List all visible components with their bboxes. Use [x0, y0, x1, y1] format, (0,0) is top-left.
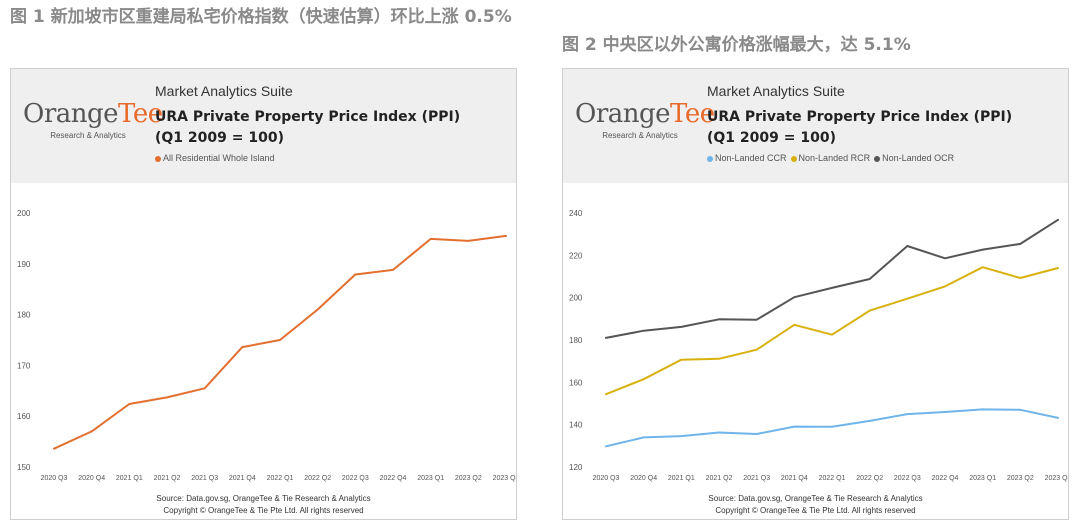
x-tick-label: 2023 Q2 — [455, 475, 482, 482]
y-tick-label: 190 — [17, 260, 31, 269]
logo-text-2: Tee — [118, 99, 163, 129]
legend-label: Non-Landed RCR — [798, 153, 871, 163]
legend-marker — [155, 155, 161, 162]
y-tick-label: 200 — [569, 294, 583, 303]
chart-legend: Non-Landed CCR Non-Landed RCR Non-Landed O… — [707, 153, 958, 163]
x-tick-label: 2022 Q2 — [856, 475, 883, 482]
orangetee-logo: OrangeTee Research & Analytics — [23, 99, 163, 140]
y-tick-label: 160 — [569, 378, 583, 387]
y-tick-label: 120 — [569, 463, 583, 472]
series-line-all-residential-whole-island — [53, 234, 507, 450]
logo-subtitle: Research & Analytics — [50, 131, 126, 140]
y-tick-label: 140 — [569, 421, 583, 430]
x-tick-label: 2021 Q3 — [191, 475, 218, 482]
series-line-non-landed-ccr — [605, 408, 1059, 448]
legend-item-non-landed-rcr: Non-Landed RCR — [790, 153, 871, 163]
chart-title-main: URA Private Property Price Index (PPI) — [155, 109, 461, 125]
chart-title-sub: (Q1 2009 = 100) — [155, 130, 284, 146]
x-tick-label: 2022 Q4 — [932, 475, 959, 482]
figure-2-title: 图 2 中央区以外公寓价格涨幅最大，达 5.1% — [562, 35, 911, 55]
legend-marker — [707, 155, 713, 162]
x-tick-label: 2023 Q3 — [493, 475, 516, 482]
chart-legend: All Residential Whole Island — [155, 153, 279, 163]
chart-source: Source: Data.gov.sg, OrangeTee & Tie Res… — [708, 494, 923, 503]
legend-item-non-landed-ccr: Non-Landed CCR — [707, 153, 787, 163]
chart-panel-1: OrangeTee Research & Analytics Market An… — [10, 68, 517, 520]
x-tick-label: 2022 Q2 — [304, 475, 331, 482]
legend-label: Non-Landed CCR — [715, 153, 787, 163]
x-tick-label: 2020 Q3 — [41, 475, 68, 482]
orangetee-logo: OrangeTee Research & Analytics — [575, 99, 715, 140]
chart-header: OrangeTee Research & Analytics Market An… — [563, 69, 1068, 183]
chart-title-main: URA Private Property Price Index (PPI) — [707, 109, 1013, 125]
suite-name: Market Analytics Suite — [707, 83, 845, 99]
chart-title: URA Private Property Price Index (PPI) (… — [707, 107, 1012, 149]
x-tick-label: 2020 Q4 — [630, 475, 657, 482]
y-tick-label: 200 — [17, 209, 31, 218]
chart-panel-2: OrangeTee Research & Analytics Market An… — [562, 68, 1069, 520]
y-tick-label: 160 — [17, 412, 31, 421]
x-tick-label: 2022 Q3 — [894, 475, 921, 482]
legend-label: Non-Landed OCR — [882, 153, 955, 163]
y-tick-label: 170 — [17, 361, 31, 370]
chart-plot-2: 120 140 160 180 200 220 240 2020 Q3 2020 Q4 2021 … — [569, 209, 1068, 482]
x-tick-label: 2021 Q4 — [781, 475, 808, 482]
x-tick-label: 2023 Q3 — [1045, 475, 1068, 482]
chart-plot-1: 150 160 170 180 190 200 2020 Q3 2020 Q4 2021 Q1 2… — [17, 209, 516, 482]
chart-copyright: Copyright © OrangeTee & Tie Pte Ltd. All… — [163, 506, 364, 515]
chart-copyright: Copyright © OrangeTee & Tie Pte Ltd. All… — [715, 506, 916, 515]
x-tick-label: 2021 Q2 — [154, 475, 181, 482]
chart-title-sub: (Q1 2009 = 100) — [707, 130, 836, 146]
figure-1-title: 图 1 新加坡市区重建局私宅价格指数（快速估算）环比上涨 0.5% — [10, 7, 512, 27]
x-tick-label: 2023 Q2 — [1007, 475, 1034, 482]
chart-header: OrangeTee Research & Analytics Market An… — [11, 69, 516, 183]
legend-marker — [874, 155, 881, 162]
series-line-non-landed-ocr — [605, 218, 1059, 339]
x-tick-label: 2022 Q1 — [267, 475, 294, 482]
logo-text-1: Orange — [23, 99, 119, 129]
x-tick-label: 2023 Q1 — [969, 475, 996, 482]
logo-subtitle: Research & Analytics — [602, 131, 678, 140]
chart-title: URA Private Property Price Index (PPI) (… — [155, 107, 460, 149]
y-tick-label: 220 — [569, 251, 583, 260]
x-tick-label: 2022 Q3 — [342, 475, 369, 482]
legend-marker — [790, 155, 797, 162]
x-tick-label: 2023 Q1 — [417, 475, 444, 482]
x-tick-label: 2020 Q4 — [78, 475, 105, 482]
x-tick-label: 2021 Q1 — [668, 475, 695, 482]
chart-source: Source: Data.gov.sg, OrangeTee & Tie Res… — [156, 494, 371, 503]
x-tick-label: 2021 Q2 — [706, 475, 733, 482]
logo-text-1: Orange — [575, 99, 671, 129]
y-tick-label: 240 — [569, 209, 583, 218]
x-tick-label: 2021 Q4 — [229, 475, 256, 482]
legend-item-all-residential-whole-island: All Residential Whole Island — [155, 153, 275, 163]
x-tick-label: 2022 Q4 — [380, 475, 407, 482]
y-tick-label: 180 — [17, 311, 31, 320]
legend-item-non-landed-ocr: Non-Landed OCR — [874, 153, 954, 163]
y-tick-label: 180 — [569, 336, 583, 345]
x-tick-label: 2021 Q1 — [116, 475, 143, 482]
y-tick-label: 150 — [17, 463, 31, 472]
x-tick-label: 2020 Q3 — [593, 475, 620, 482]
logo-text-2: Tee — [670, 99, 715, 129]
x-tick-label: 2022 Q1 — [819, 475, 846, 482]
legend-label: All Residential Whole Island — [163, 153, 275, 163]
series-line-non-landed-rcr — [605, 266, 1059, 396]
suite-name: Market Analytics Suite — [155, 83, 293, 99]
x-tick-label: 2021 Q3 — [743, 475, 770, 482]
